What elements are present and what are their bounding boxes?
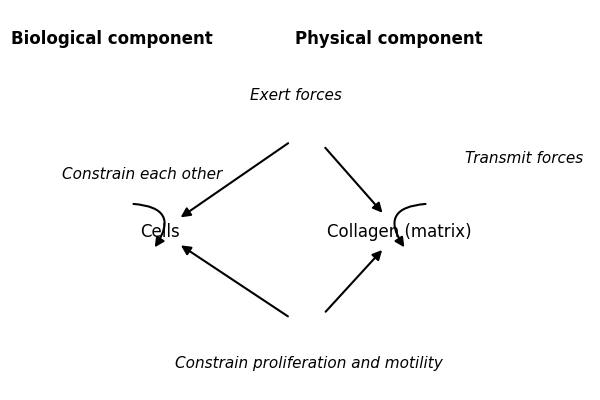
Text: Physical component: Physical component — [295, 30, 482, 48]
Text: Constrain each other: Constrain each other — [62, 167, 222, 182]
Text: Cells: Cells — [140, 222, 180, 240]
Text: Biological component: Biological component — [11, 30, 213, 48]
Text: Constrain proliferation and motility: Constrain proliferation and motility — [175, 356, 443, 371]
Text: Collagen (matrix): Collagen (matrix) — [327, 222, 472, 240]
Text: Exert forces: Exert forces — [250, 88, 341, 103]
Text: Transmit forces: Transmit forces — [466, 151, 584, 166]
